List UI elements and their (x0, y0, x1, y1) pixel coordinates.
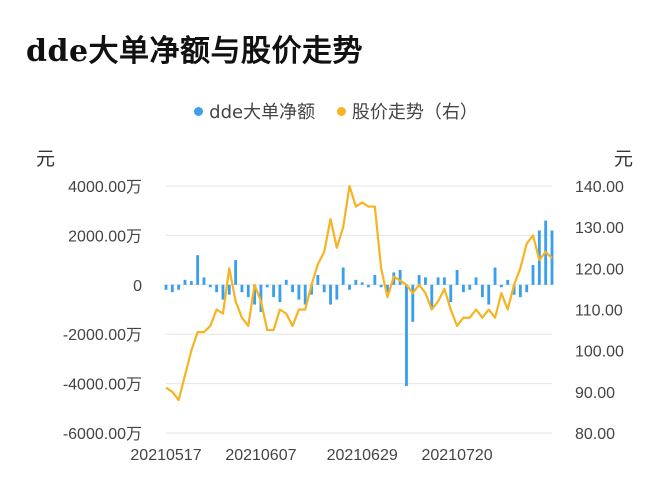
dde-bar (272, 284, 275, 298)
dde-bar (170, 284, 174, 293)
dde-bar (348, 284, 351, 290)
dde-bar (310, 284, 313, 295)
y-right-tick-label: 100.00 (575, 344, 624, 361)
dde-bar (531, 265, 535, 285)
y-left-tick-label: -6000.00万 (63, 426, 142, 443)
y-right-tick-label: 140.00 (575, 179, 624, 196)
price-line (165, 184, 553, 402)
dde-bar (367, 284, 370, 288)
dde-bar (297, 284, 301, 300)
dde-bar (240, 284, 244, 293)
dde-bar (221, 284, 225, 300)
dde-bar (474, 277, 478, 285)
legend-swatch-line (336, 106, 346, 116)
dde-bar (284, 279, 288, 285)
y-right-tick-label: 120.00 (575, 261, 624, 278)
legend-swatch-bar (194, 106, 204, 116)
dde-bar (493, 267, 497, 285)
dde-bar (303, 284, 307, 305)
dde-bar (398, 269, 402, 285)
y-left-tick-label: 2000.00万 (68, 228, 142, 245)
y-right-tick-label: 80.00 (575, 426, 615, 443)
dde-bar (183, 279, 187, 285)
legend-label-dde: dde大单净额 (209, 102, 316, 123)
dde-bar (164, 284, 168, 290)
dde-bar (360, 282, 364, 285)
chart-title: dde大单净额与股价走势 (26, 34, 364, 69)
right-axis-unit: 元 (614, 148, 634, 170)
dde-bar (215, 284, 219, 293)
y-right-tick-label: 130.00 (575, 220, 624, 237)
dde-bar (455, 269, 459, 285)
legend-item-price[interactable]: 股价走势（右） (336, 98, 478, 124)
dde-bar (506, 279, 510, 285)
dde-bar (234, 260, 238, 285)
dde-bar (196, 255, 200, 285)
left-axis-unit: 元 (36, 148, 56, 170)
dde-bar (436, 277, 440, 285)
y-right-tick-label: 90.00 (575, 385, 615, 402)
x-tick-label: 20210629 (327, 447, 398, 464)
dde-bar (499, 284, 503, 288)
dde-bar (487, 284, 491, 305)
dde-bar (253, 284, 257, 305)
dde-bar (265, 284, 269, 288)
y-left-tick-label: 0 (133, 278, 142, 295)
x-tick-label: 20210517 (130, 447, 201, 464)
dde-bar (525, 284, 529, 293)
x-tick-label: 20210607 (225, 447, 296, 464)
dde-bar (316, 274, 320, 285)
dde-bar (208, 284, 212, 288)
dde-bar (449, 284, 453, 303)
dde-bar (227, 284, 231, 295)
dde-bar (379, 284, 383, 288)
dde-bar (518, 284, 522, 298)
dde-bar (468, 284, 472, 290)
dde-bar (291, 284, 294, 293)
dde-bar (189, 281, 193, 285)
dde-bar (405, 284, 408, 387)
dde-bar (177, 284, 181, 290)
dde-bar (335, 284, 339, 300)
dde-bar (411, 284, 415, 322)
dde-bar (373, 274, 377, 285)
dde-bar (443, 277, 446, 285)
dde-bar (461, 284, 465, 293)
x-tick-label: 20210720 (421, 447, 492, 464)
dde-bar (480, 284, 484, 298)
chart-legend: dde大单净额 股价走势（右） (0, 98, 672, 124)
y-left-tick-label: -4000.00万 (63, 377, 142, 394)
dde-bar (386, 284, 389, 293)
dde-bar (322, 284, 326, 293)
y-left-tick-label: 4000.00万 (68, 179, 142, 196)
dde-bar (246, 284, 250, 298)
legend-label-price: 股价走势（右） (351, 102, 478, 123)
dde-bar (354, 279, 358, 285)
dde-bar (278, 284, 282, 303)
y-right-tick-label: 110.00 (575, 303, 623, 320)
dde-bar (512, 284, 516, 295)
dde-bar (417, 274, 421, 285)
dde-bar (202, 277, 206, 285)
dde-bar (329, 284, 332, 305)
y-left-tick-label: -2000.00万 (63, 327, 142, 344)
dde-bar (424, 277, 427, 285)
dde-bar (341, 267, 345, 285)
dde-bar (430, 284, 434, 310)
legend-item-dde[interactable]: dde大单净额 (194, 98, 315, 124)
